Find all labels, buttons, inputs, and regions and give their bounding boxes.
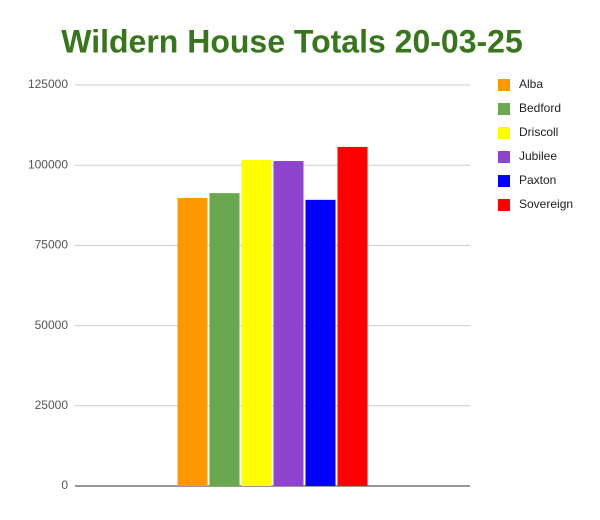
legend-swatch	[498, 151, 510, 163]
bar	[305, 199, 336, 486]
bar	[273, 161, 304, 486]
legend-label: Sovereign	[519, 197, 573, 211]
bar	[177, 197, 208, 486]
legend-swatch	[498, 79, 510, 91]
y-tick-label: 100000	[28, 157, 68, 171]
legend-label: Driscoll	[519, 125, 558, 139]
legend-swatch	[498, 199, 510, 211]
y-tick-label: 25000	[35, 398, 69, 412]
legend-label: Paxton	[519, 173, 556, 187]
y-tick-label: 0	[61, 478, 68, 492]
legend-label: Alba	[519, 77, 543, 91]
y-tick-label: 125000	[28, 77, 68, 91]
bar	[337, 146, 368, 486]
legend-swatch	[498, 103, 510, 115]
y-tick-label: 75000	[35, 238, 69, 252]
y-tick-label: 50000	[35, 318, 69, 332]
bar	[209, 193, 240, 486]
legend-label: Jubilee	[519, 149, 557, 163]
legend-swatch	[498, 175, 510, 187]
legend-swatch	[498, 127, 510, 139]
bar	[241, 160, 272, 486]
chart-title: Wildern House Totals 20-03-25	[61, 23, 522, 59]
legend-label: Bedford	[519, 101, 561, 115]
